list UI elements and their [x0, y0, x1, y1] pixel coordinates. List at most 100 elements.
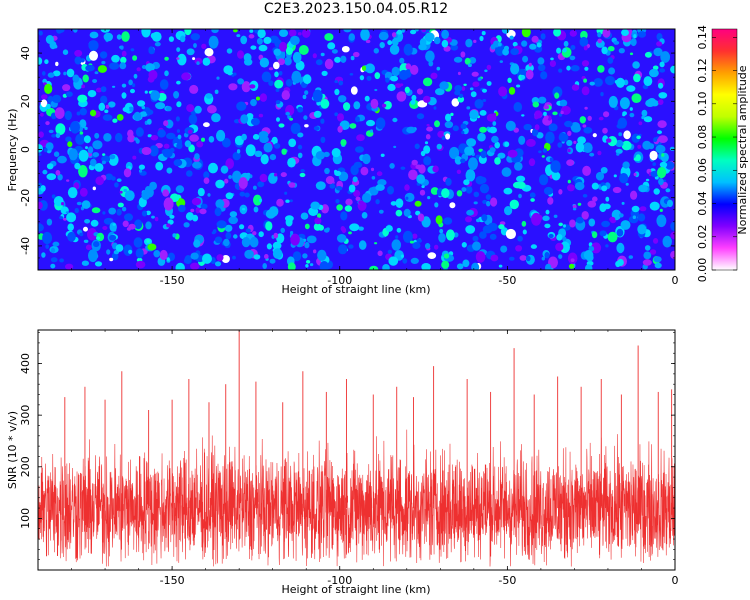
heatmap-cell [659, 161, 668, 168]
heatmap-cell [90, 219, 99, 227]
heatmap-cell [378, 209, 384, 214]
heatmap-cell [592, 133, 597, 138]
heatmap-cell [221, 255, 230, 263]
heatmap-cell [245, 228, 251, 233]
heatmap-cell [214, 89, 219, 95]
heatmap-cell [467, 63, 472, 67]
heatmap-cell [200, 203, 208, 210]
heatmap-cell [427, 252, 437, 259]
heatmap-cell [591, 182, 599, 190]
heatmap-cell [190, 252, 199, 260]
x-tick-label: -100 [327, 274, 352, 287]
heatmap-cell [497, 152, 506, 159]
heatmap-cell [424, 32, 435, 42]
colorbar-tick-label: 0.12 [696, 58, 709, 83]
heatmap-cell [109, 234, 117, 241]
heatmap-cell [225, 231, 232, 240]
heatmap-cell [536, 132, 544, 139]
heatmap-cell [249, 236, 259, 248]
heatmap-cell [435, 215, 443, 225]
colorbar-ticks: 0.00 0.02 0.04 0.06 0.08 0.10 0.12 0.14 [696, 25, 737, 282]
heatmap-cell [122, 220, 129, 228]
heatmap-cell [94, 163, 104, 172]
heatmap-cell [87, 90, 97, 98]
heatmap-cell [616, 242, 625, 254]
heatmap-cell [146, 239, 150, 244]
heatmap-cell [613, 174, 617, 178]
heatmap-cell [176, 57, 180, 60]
heatmap-cell [349, 223, 360, 232]
heatmap-cell [404, 86, 410, 94]
heatmap-cell [138, 169, 143, 173]
heatmap-cell [567, 179, 571, 184]
heatmap-cell [356, 134, 365, 142]
heatmap-cell [665, 161, 675, 170]
heatmap-cell [602, 203, 611, 210]
heatmap-cell [614, 80, 619, 84]
heatmap-cell [135, 127, 144, 137]
heatmap-cell [300, 212, 309, 220]
heatmap-cell [657, 120, 667, 128]
heatmap-cell [507, 77, 512, 84]
heatmap-cell [73, 29, 78, 33]
heatmap-cell [225, 192, 234, 200]
heatmap-cell [211, 29, 219, 34]
heatmap-cell [558, 222, 563, 227]
heatmap-cell [50, 257, 58, 263]
heatmap-cell [141, 105, 146, 110]
heatmap-cell [279, 41, 287, 52]
heatmap-cell [629, 52, 634, 56]
heatmap-cell [377, 179, 387, 186]
heatmap-cell [192, 161, 202, 169]
heatmap-cell [224, 178, 229, 184]
heatmap-cell [291, 70, 302, 84]
heatmap-cell [416, 113, 425, 120]
heatmap-cell [44, 83, 53, 94]
heatmap-cell [454, 156, 462, 165]
heatmap-cell [626, 85, 636, 92]
heatmap-cell [402, 258, 408, 264]
heatmap-cell [184, 29, 192, 36]
heatmap-cell [246, 113, 254, 119]
heatmap-cell [65, 211, 69, 214]
heatmap-cell [155, 161, 164, 171]
heatmap-cell [466, 106, 471, 110]
heatmap-cell [176, 47, 181, 52]
heatmap-cell [387, 83, 396, 92]
heatmap-cell [278, 29, 289, 37]
heatmap-cell [602, 29, 611, 38]
heatmap-cell [85, 244, 92, 251]
heatmap-cell [620, 220, 631, 230]
heatmap-cell [191, 197, 202, 206]
heatmap-cell [619, 97, 630, 110]
heatmap-cell [530, 198, 535, 202]
heatmap-cell [491, 135, 499, 143]
heatmap-cell [542, 148, 548, 153]
heatmap-cell [534, 110, 543, 119]
heatmap-cell [513, 181, 522, 189]
heatmap-cell [516, 175, 526, 183]
heatmap-cell [49, 41, 57, 50]
heatmap-cell [285, 199, 290, 203]
heatmap-cell [536, 42, 542, 48]
y-tick-label: 400 [19, 353, 32, 374]
heatmap-cell [306, 235, 317, 244]
heatmap-cell [549, 60, 557, 67]
heatmap-cell [162, 189, 170, 197]
heatmap-cell [631, 205, 640, 213]
heatmap-cell [150, 90, 161, 101]
heatmap-cell [569, 55, 576, 61]
heatmap-cell [588, 218, 596, 227]
heatmap-cell [532, 128, 539, 137]
heatmap-cell [615, 77, 625, 88]
heatmap-cell [396, 29, 403, 35]
x-tick-label: -50 [498, 574, 516, 587]
heatmap-cell [361, 212, 368, 219]
heatmap-cell [241, 133, 247, 141]
heatmap-cell [522, 229, 527, 235]
heatmap-cell [85, 64, 95, 72]
x-tick-label: -150 [160, 574, 185, 587]
heatmap-cell [81, 200, 91, 209]
heatmap-cell [485, 194, 492, 200]
heatmap-cell [591, 242, 602, 254]
